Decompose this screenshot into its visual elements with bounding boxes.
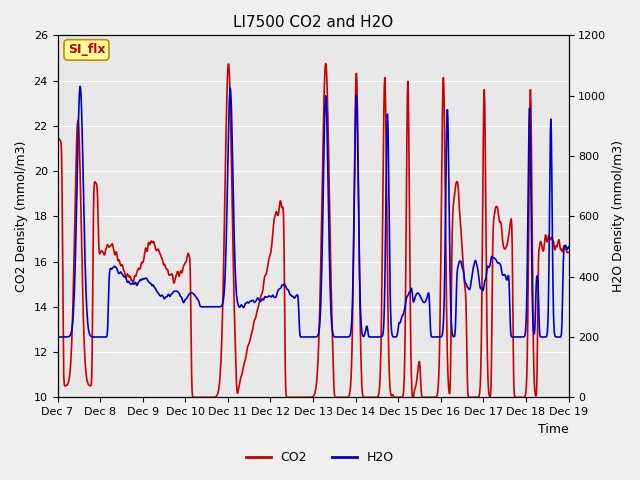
Y-axis label: CO2 Density (mmol/m3): CO2 Density (mmol/m3) [15,141,28,292]
Legend: CO2, H2O: CO2, H2O [241,446,399,469]
X-axis label: Time: Time [538,423,568,436]
Title: LI7500 CO2 and H2O: LI7500 CO2 and H2O [233,15,393,30]
Y-axis label: H2O Density (mmol/m3): H2O Density (mmol/m3) [612,140,625,292]
Text: SI_flx: SI_flx [68,43,105,57]
